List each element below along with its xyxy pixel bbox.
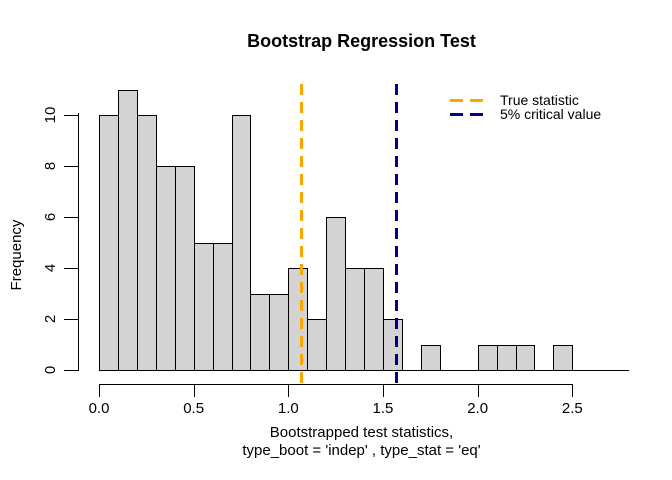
x-axis-label-line1: Bootstrapped test statistics, — [269, 424, 454, 441]
x-axis-line — [99, 384, 573, 385]
zero-baseline — [99, 370, 629, 371]
histogram-bar — [553, 344, 574, 371]
y-tick-mark — [64, 268, 78, 269]
x-tick-mark — [572, 384, 574, 397]
histogram-bar — [193, 242, 214, 371]
histogram-bar — [496, 344, 517, 371]
x-tick-mark — [288, 384, 290, 397]
y-tick-label: 0 — [42, 365, 59, 375]
true-statistic-line — [300, 84, 304, 385]
x-tick-label: 1.5 — [372, 400, 394, 417]
critical-value-line — [394, 84, 398, 385]
histogram-bar — [307, 319, 328, 371]
y-tick-mark — [64, 217, 78, 218]
x-tick-label: 2.0 — [467, 400, 489, 417]
y-tick-label: 2 — [42, 314, 59, 324]
x-tick-mark — [99, 384, 100, 397]
y-axis-line — [78, 113, 79, 371]
y-tick-mark — [64, 370, 78, 371]
y-tick-mark — [64, 115, 78, 116]
x-axis-label-line2: type_boot = 'indep' , type_stat = 'eq' — [242, 442, 481, 459]
histogram-bar — [155, 166, 176, 371]
histogram-bar — [212, 242, 233, 371]
histogram-bar — [345, 268, 366, 371]
x-tick-label: 0.0 — [88, 400, 110, 417]
x-tick-mark — [477, 384, 479, 397]
legend: True statistic 5% critical value — [450, 92, 602, 122]
legend-line-sample — [450, 98, 483, 102]
legend-label: 5% critical value — [500, 106, 602, 122]
y-tick-mark — [64, 319, 78, 320]
y-tick-label: 6 — [42, 212, 59, 222]
histogram-bar — [136, 115, 157, 371]
histogram-bar — [382, 319, 403, 371]
x-axis-label: Bootstrapped test statistics, type_boot … — [78, 424, 645, 460]
histogram-bar — [250, 293, 271, 371]
y-tick-label: 4 — [42, 263, 59, 273]
legend-line-sample — [450, 112, 483, 116]
y-tick-label: 8 — [42, 161, 59, 171]
legend-row: 5% critical value — [450, 106, 602, 122]
histogram-bar — [420, 344, 441, 371]
histogram-bar — [174, 166, 195, 371]
histogram-bar — [117, 89, 138, 371]
x-tick-mark — [382, 384, 384, 397]
histogram-bar — [99, 115, 119, 371]
x-tick-label: 0.5 — [183, 400, 205, 417]
y-tick-mark — [64, 166, 78, 167]
histogram-bar — [288, 268, 309, 371]
x-tick-mark — [193, 384, 195, 397]
x-tick-label: 1.0 — [277, 400, 299, 417]
legend-label: True statistic — [500, 92, 579, 108]
histogram-bar — [326, 217, 347, 371]
histogram-bar — [364, 268, 384, 371]
y-axis-label: Frequency — [8, 219, 25, 291]
histogram-bar — [269, 293, 290, 371]
histogram-bar — [231, 115, 252, 371]
legend-row: True statistic — [450, 92, 601, 108]
y-tick-label: 10 — [42, 106, 59, 124]
x-tick-label: 2.5 — [561, 400, 583, 417]
histogram-bar — [477, 344, 498, 371]
histogram-bar — [515, 344, 536, 371]
chart-title: Bootstrap Regression Test — [247, 31, 476, 51]
